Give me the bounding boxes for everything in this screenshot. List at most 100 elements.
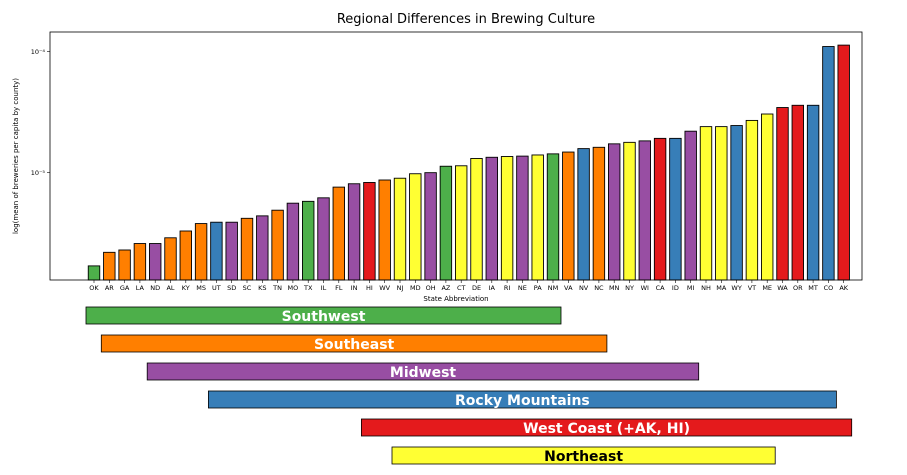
region-label-southeast: Southeast xyxy=(314,337,395,353)
bar-fl xyxy=(332,186,345,281)
bar-nj xyxy=(393,177,407,281)
x-tick-label: CT xyxy=(457,284,466,292)
x-tick-label: KS xyxy=(258,284,266,292)
bar-mi xyxy=(684,130,697,281)
x-axis-ticks: OK AR GA LA ND AL KY MS UT SD SC KS TN MO TX IL FL IN HI WV… xyxy=(89,280,849,292)
bar-ky xyxy=(179,230,193,281)
region-label-northeast: Northeast xyxy=(544,449,623,465)
x-tick-label: WA xyxy=(777,284,788,292)
y-tick-label: 10⁻⁴ xyxy=(31,48,46,56)
x-tick-label: MA xyxy=(716,284,727,292)
x-tick-label: IL xyxy=(321,284,327,292)
bar-ca xyxy=(653,137,667,281)
bar-nc xyxy=(592,146,606,281)
y-tick-label: 10⁻⁵ xyxy=(31,169,46,177)
region-legend-bars: Southwest Southeast Midwest Rocky Mountains… xyxy=(85,306,853,465)
x-tick-label: NC xyxy=(594,284,604,292)
x-tick-label: RI xyxy=(504,284,511,292)
x-tick-label: CO xyxy=(824,284,834,292)
x-tick-label: ID xyxy=(672,284,679,292)
bar-ar xyxy=(103,251,116,281)
region-label-west-coast-ak-hi: West Coast (+AK, HI) xyxy=(523,421,690,437)
x-tick-label: VT xyxy=(748,284,756,292)
x-tick-label: OH xyxy=(426,284,436,292)
bar-or xyxy=(791,104,804,281)
x-tick-label: ND xyxy=(150,284,160,292)
bar-md xyxy=(409,173,422,281)
x-tick-label: TX xyxy=(303,284,313,292)
bar-oh xyxy=(424,172,437,281)
x-tick-label: AR xyxy=(105,284,114,292)
bar-sd xyxy=(225,221,238,281)
x-tick-label: OK xyxy=(89,284,99,292)
bar-vt xyxy=(745,119,759,281)
bar-ms xyxy=(194,223,208,281)
bar-ak xyxy=(837,44,850,281)
x-tick-label: WI xyxy=(641,284,649,292)
bar-wy xyxy=(730,125,743,281)
x-tick-label: LA xyxy=(136,284,145,292)
x-tick-label: TN xyxy=(272,284,282,292)
bar-ri xyxy=(500,156,514,281)
bar-ma xyxy=(715,126,728,281)
x-tick-label: MI xyxy=(687,284,695,292)
x-tick-label: NE xyxy=(518,284,527,292)
region-bar-southeast xyxy=(100,334,608,353)
x-tick-label: VA xyxy=(564,284,573,292)
bar-sc xyxy=(240,217,254,281)
bar-nd xyxy=(148,243,162,281)
x-tick-label: MD xyxy=(410,284,421,292)
x-tick-label: SC xyxy=(243,284,252,292)
x-tick-label: HI xyxy=(366,284,373,292)
bar-de xyxy=(470,158,483,281)
x-tick-label: NH xyxy=(701,284,711,292)
y-axis-ticks: 10⁻⁵ 10⁻⁴ xyxy=(31,48,50,177)
x-tick-label: MT xyxy=(808,284,818,292)
x-tick-label: GA xyxy=(120,284,130,292)
bar-ks xyxy=(256,215,269,281)
bar-al xyxy=(164,237,177,281)
bar-wi xyxy=(638,140,651,281)
region-label-rocky-mountains: Rocky Mountains xyxy=(455,393,590,409)
x-tick-label: NV xyxy=(579,284,589,292)
x-tick-label: MN xyxy=(609,284,620,292)
bar-la xyxy=(133,243,147,281)
bar-pa xyxy=(531,154,544,281)
bar-id xyxy=(669,137,682,281)
bar-mt xyxy=(806,104,820,281)
x-tick-label: MS xyxy=(196,284,206,292)
bar-va xyxy=(562,151,575,281)
x-tick-label: MO xyxy=(288,284,299,292)
x-tick-label: NM xyxy=(548,284,558,292)
bar-me xyxy=(761,113,774,281)
bar-nm xyxy=(546,153,560,281)
x-tick-label: NY xyxy=(625,284,634,292)
x-tick-label: UT xyxy=(212,284,221,292)
x-tick-label: SD xyxy=(227,284,236,292)
bar-ok xyxy=(87,265,101,281)
bar-il xyxy=(317,197,330,281)
region-bar-southwest xyxy=(85,306,562,325)
x-tick-label: IA xyxy=(489,284,496,292)
bar-ga xyxy=(118,249,131,281)
x-tick-label: DE xyxy=(472,284,481,292)
bar-ia xyxy=(485,156,498,281)
x-tick-label: AL xyxy=(166,284,174,292)
x-tick-label: FL xyxy=(335,284,343,292)
x-tick-label: AK xyxy=(839,284,848,292)
plot-frame xyxy=(49,31,863,281)
x-axis-label: State Abbreviation xyxy=(423,295,488,303)
chart-title: Regional Differences in Brewing Culture xyxy=(337,12,595,27)
bar-mo xyxy=(286,202,300,281)
x-tick-label: AZ xyxy=(441,284,450,292)
x-tick-label: WY xyxy=(731,284,741,292)
y-axis-label: log(mean of breweries per capita by coun… xyxy=(12,78,20,234)
bar-co xyxy=(822,46,835,281)
region-bar-northeast xyxy=(391,446,776,465)
bar-wa xyxy=(776,107,789,281)
bar-tn xyxy=(271,209,284,281)
x-tick-label: IN xyxy=(351,284,358,292)
bar-wv xyxy=(378,179,391,281)
x-tick-label: PA xyxy=(534,284,543,292)
